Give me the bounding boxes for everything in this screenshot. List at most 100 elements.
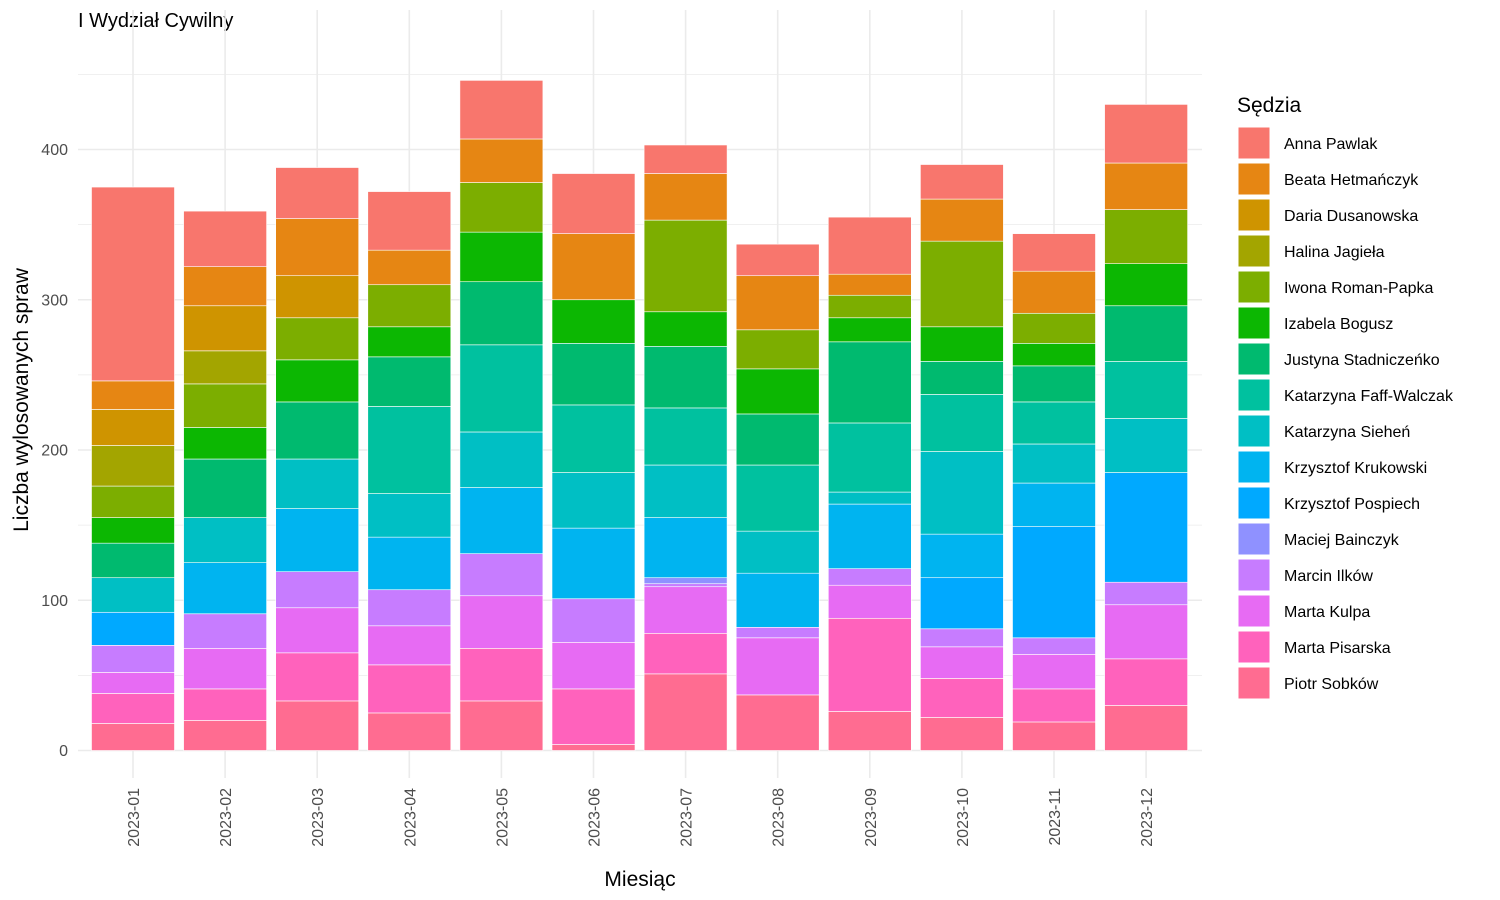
legend-key: [1237, 342, 1271, 376]
bar-segment: [91, 380, 175, 410]
bar-segment: [275, 317, 360, 361]
bar-segment: [275, 571, 360, 609]
bar-segment: [275, 652, 360, 702]
bar-segment: [459, 182, 544, 233]
bar-segment: [827, 341, 912, 424]
bar-segment: [275, 700, 360, 751]
bar-segment: [367, 664, 452, 714]
bar-segment: [735, 572, 820, 628]
legend-key: [1237, 630, 1271, 664]
bar-segment: [643, 464, 728, 518]
bar-segment: [643, 407, 728, 466]
bar-segment: [920, 394, 1004, 452]
legend-key: [1237, 450, 1271, 484]
bar-segment: [367, 625, 452, 666]
legend-key: [1237, 414, 1271, 448]
legend-label: Daria Dusanowska: [1284, 208, 1418, 225]
y-tick-label: 100: [41, 593, 68, 610]
bar-segment: [1012, 312, 1096, 344]
bar-segment: [275, 167, 360, 219]
bar-segment: [459, 231, 544, 283]
bar-segment: [735, 626, 820, 639]
bar-segment: [1104, 658, 1188, 706]
bar-segment: [735, 368, 820, 415]
bar-segment: [827, 617, 912, 712]
bar-segment: [1012, 482, 1096, 527]
bar-segment: [643, 673, 728, 751]
bars: [91, 80, 1188, 751]
bar-segment: [827, 711, 912, 751]
bar-segment: [367, 249, 452, 286]
legend-label: Maciej Bainczyk: [1284, 532, 1400, 549]
bar-segment: [920, 628, 1004, 648]
bar-segment: [551, 404, 636, 473]
bar-segment: [643, 144, 728, 174]
bar-segment: [183, 350, 267, 385]
legend-key: [1237, 162, 1271, 196]
bar-segment: [827, 317, 912, 343]
bar-segment: [91, 542, 175, 579]
bar-segment: [551, 527, 636, 600]
bar-segment: [920, 240, 1004, 328]
bar-segment: [735, 637, 820, 696]
x-tick-label: 2023-06: [587, 788, 604, 847]
bar-segment: [551, 642, 636, 690]
bar-segment: [367, 356, 452, 407]
bar-segment: [551, 598, 636, 643]
bar-segment: [827, 216, 912, 275]
bar-segment: [459, 595, 544, 649]
bar-segment: [551, 343, 636, 406]
legend-label: Marta Pisarska: [1284, 640, 1391, 657]
bar-segment: [920, 361, 1004, 395]
bar-segment: [1012, 654, 1096, 690]
bar-segment: [183, 720, 267, 751]
bar-segment: [91, 577, 175, 613]
bar-segment: [1104, 581, 1188, 606]
bar-segment: [551, 233, 636, 301]
bar-segment: [827, 503, 912, 569]
legend-label: Krzysztof Krukowski: [1284, 460, 1427, 477]
bar-segment: [459, 553, 544, 597]
bar-segment: [1012, 365, 1096, 403]
bar-segment: [91, 645, 175, 673]
bar-segment: [367, 326, 452, 358]
legend-label: Halina Jagieła: [1284, 244, 1385, 261]
bar-segment: [827, 294, 912, 319]
bar-segment: [1104, 361, 1188, 419]
bar-segment: [459, 281, 544, 346]
bar-segment: [459, 700, 544, 751]
bar-segment: [1012, 443, 1096, 484]
bar-segment: [735, 275, 820, 331]
bar-segment: [920, 533, 1004, 579]
legend-label: Justyna Stadniczeńko: [1284, 352, 1440, 369]
legend-label: Krzysztof Pospiech: [1284, 496, 1420, 513]
bar-segment: [91, 485, 175, 518]
bar-segment: [367, 191, 452, 251]
bar-segment: [643, 346, 728, 409]
bar-segment: [1104, 263, 1188, 307]
bar-segment: [275, 275, 360, 319]
bar-segment: [920, 326, 1004, 362]
legend-key: [1237, 234, 1271, 268]
bar-segment: [920, 717, 1004, 751]
bar-segment: [551, 744, 636, 751]
legend-label: Marta Kulpa: [1284, 604, 1370, 621]
bar-segment: [183, 210, 267, 267]
bar-segment: [827, 568, 912, 586]
bar-segment: [183, 688, 267, 721]
bar-segment: [643, 586, 728, 634]
x-axis-title: Miesiąc: [604, 868, 675, 891]
bar-segment: [735, 694, 820, 751]
bar-segment: [183, 562, 267, 615]
bar-segment: [735, 329, 820, 370]
x-tick-label: 2023-05: [494, 788, 511, 847]
legend-label: Beata Hetmańczyk: [1284, 172, 1419, 189]
bar-segment: [1104, 472, 1188, 583]
x-tick-label: 2023-08: [771, 788, 788, 847]
bar-segment: [275, 359, 360, 403]
bar-segment: [367, 536, 452, 591]
bar-segment: [1104, 705, 1188, 751]
bar-segment: [1104, 162, 1188, 210]
bar-segment: [827, 422, 912, 493]
